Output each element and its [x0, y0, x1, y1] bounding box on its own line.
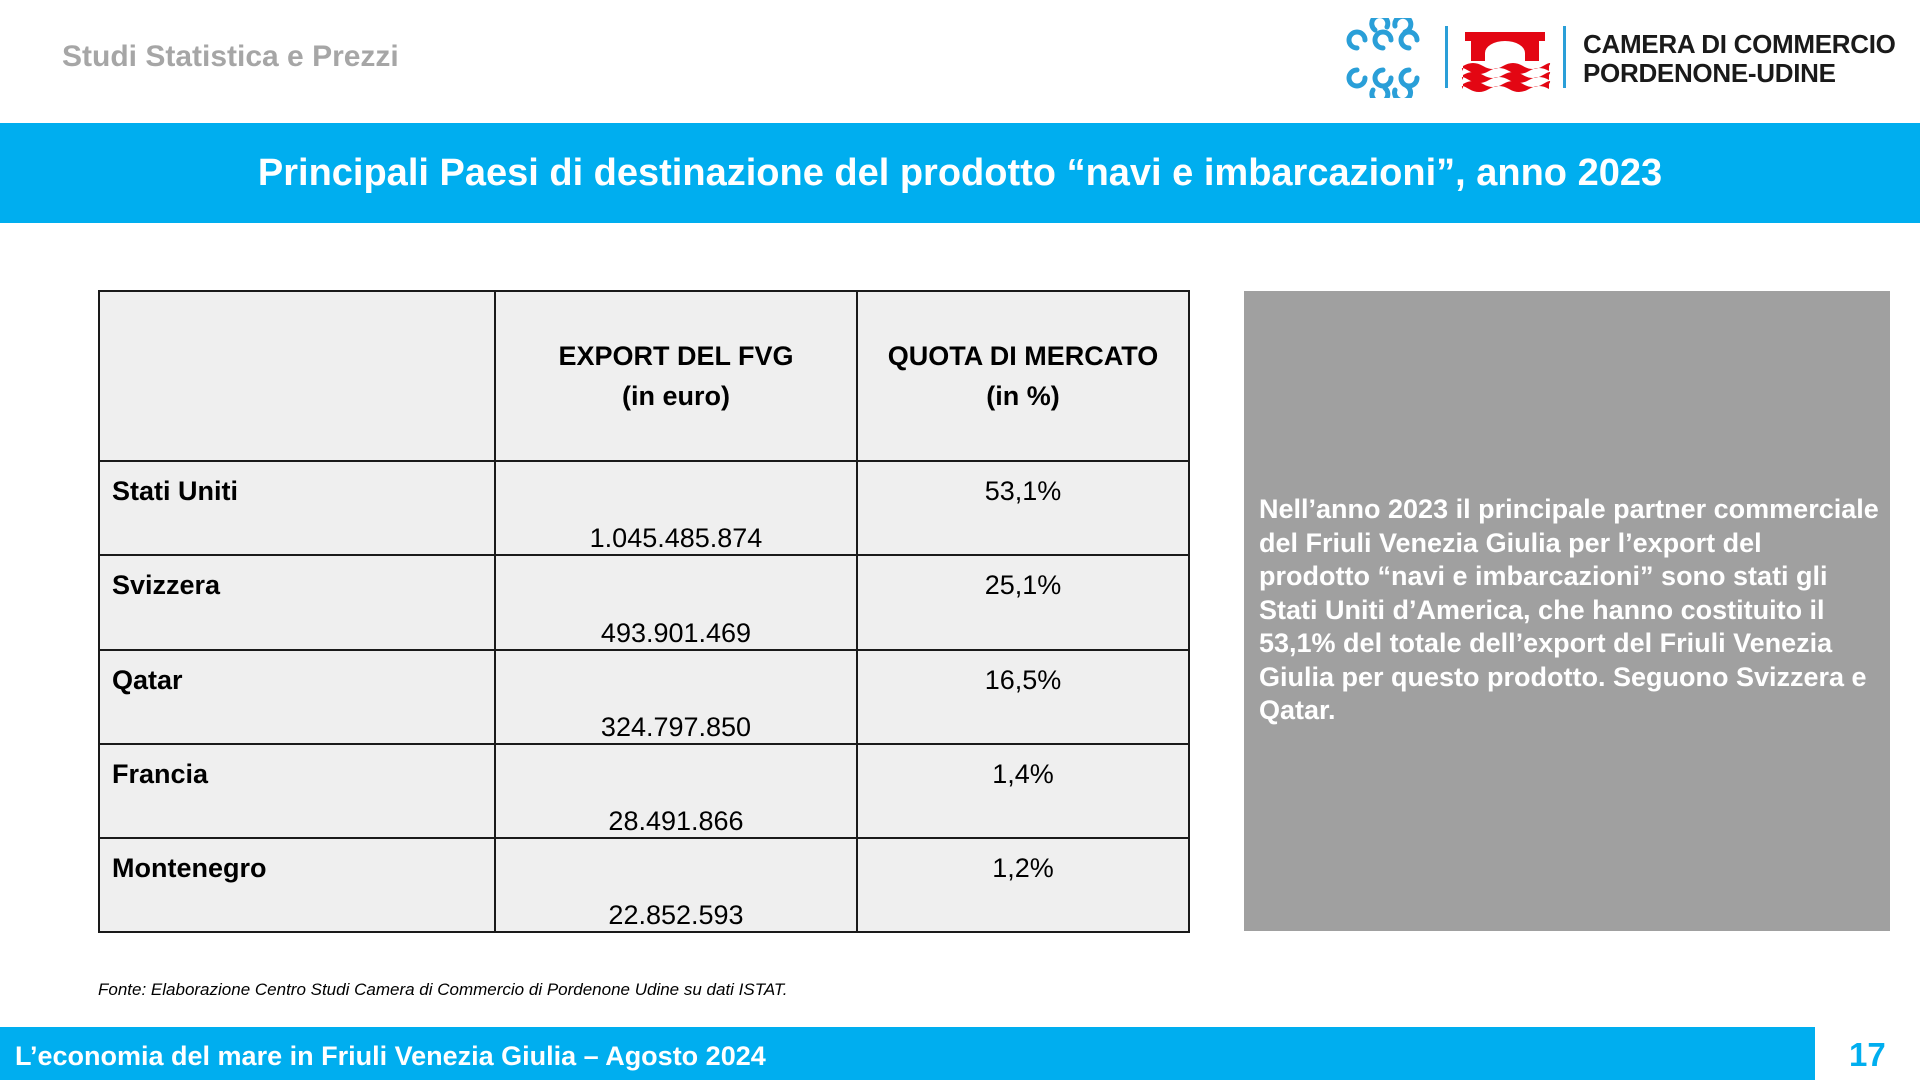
table-row: Stati Uniti 1.045.485.874 53,1% [98, 460, 1190, 557]
logo-divider [1563, 26, 1566, 88]
column-header-line2: (in %) [986, 381, 1060, 412]
country-cell: Svizzera [98, 554, 496, 651]
column-header-line1: EXPORT DEL FVG [558, 341, 794, 372]
commentary-panel: Nell’anno 2023 il principale partner com… [1244, 291, 1890, 931]
table-row: Montenegro 22.852.593 1,2% [98, 836, 1190, 934]
quota-cell: 1,2% [856, 836, 1190, 934]
org-name-line1: CAMERA DI COMMERCIO [1583, 29, 1896, 59]
export-cell: 28.491.866 [494, 742, 858, 839]
logo [1346, 18, 1566, 98]
export-cell: 1.045.485.874 [494, 460, 858, 557]
export-table: EXPORT DEL FVG (in euro) QUOTA DI MERCAT… [98, 289, 1190, 934]
export-cell: 22.852.593 [494, 836, 858, 934]
export-cell: 324.797.850 [494, 648, 858, 745]
title-band: Principali Paesi di destinazione del pro… [0, 123, 1920, 223]
column-header [98, 289, 496, 463]
quota-cell: 16,5% [856, 648, 1190, 745]
quota-cell: 25,1% [856, 554, 1190, 651]
column-header-line2: (in euro) [622, 381, 730, 412]
org-name-line2: PORDENONE-UDINE [1583, 58, 1836, 88]
export-cell: 493.901.469 [494, 554, 858, 651]
org-name: CAMERA DI COMMERCIO PORDENONE-UDINE [1583, 30, 1896, 88]
column-header-line1: QUOTA DI MERCATO [887, 341, 1159, 372]
quota-cell: 53,1% [856, 460, 1190, 557]
chamber-of-commerce-logo-icon [1346, 18, 1420, 98]
table-header-row: EXPORT DEL FVG (in euro) QUOTA DI MERCAT… [98, 289, 1190, 463]
table-row: Svizzera 493.901.469 25,1% [98, 554, 1190, 651]
footer-title: L’economia del mare in Friuli Venezia Gi… [15, 1041, 766, 1071]
section-label: Studi Statistica e Prezzi [62, 40, 399, 73]
table-row: Francia 28.491.866 1,4% [98, 742, 1190, 839]
source-note: Fonte: Elaborazione Centro Studi Camera … [98, 980, 788, 999]
country-cell: Stati Uniti [98, 460, 496, 557]
column-header: EXPORT DEL FVG (in euro) [494, 289, 858, 463]
column-header: QUOTA DI MERCATO (in %) [856, 289, 1190, 463]
country-cell: Qatar [98, 648, 496, 745]
country-cell: Francia [98, 742, 496, 839]
page-title: Principali Paesi di destinazione del pro… [257, 151, 1663, 194]
commentary-text: Nell’anno 2023 il principale partner com… [1259, 494, 1879, 725]
quota-cell: 1,4% [856, 742, 1190, 839]
logo-divider [1445, 26, 1448, 88]
country-cell: Montenegro [98, 836, 496, 934]
pordenone-udine-emblem-icon [1461, 32, 1551, 92]
footer-band: L’economia del mare in Friuli Venezia Gi… [0, 1027, 1815, 1080]
table-row: Qatar 324.797.850 16,5% [98, 648, 1190, 745]
page-number: 17 [1849, 1036, 1886, 1073]
